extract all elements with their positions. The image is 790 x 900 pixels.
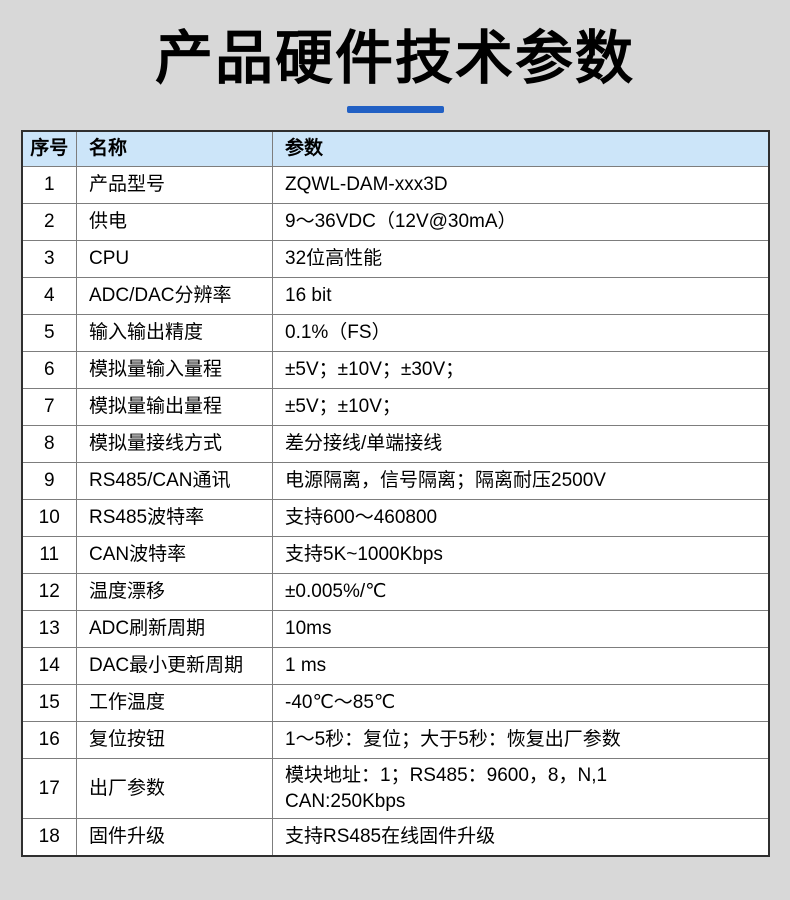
cell-name: 供电 [76,203,273,242]
cell-name: 模拟量输出量程 [76,388,273,427]
cell-param: ±0.005%/℃ [272,573,769,612]
cell-param: -40℃～85℃ [272,684,769,723]
cell-index: 10 [21,499,77,538]
table-row: 12 温度漂移 ±0.005%/℃ [21,573,769,612]
cell-index: 3 [21,240,77,279]
cell-param: 9～36VDC（12V@30mA） [272,203,769,242]
cell-param: ±5V；±10V；±30V； [272,351,769,390]
table-row: 1 产品型号 ZQWL-DAM-xxx3D [21,166,769,205]
table-row: 4 ADC/DAC分辨率 16 bit [21,277,769,316]
cell-index: 7 [21,388,77,427]
cell-name: 温度漂移 [76,573,273,612]
table-row: 7 模拟量输出量程 ±5V；±10V； [21,388,769,427]
cell-index: 17 [21,758,77,820]
table-row: 13 ADC刷新周期 10ms [21,610,769,649]
cell-name: CPU [76,240,273,279]
header-row: 序号 名称 参数 [21,130,769,168]
cell-index: 1 [21,166,77,205]
cell-index: 12 [21,573,77,612]
page-title: 产品硬件技术参数 [154,26,635,91]
cell-index: 8 [21,425,77,464]
cell-index: 13 [21,610,77,649]
cell-param: ±5V；±10V； [272,388,769,427]
cell-index: 4 [21,277,77,316]
column-header-index: 序号 [21,130,77,168]
table-row: 5 输入输出精度 0.1%（FS） [21,314,769,353]
cell-param: 差分接线/单端接线 [272,425,769,464]
cell-name: RS485/CAN通讯 [76,462,273,501]
cell-param: ZQWL-DAM-xxx3D [272,166,769,205]
table-row: 15 工作温度 -40℃～85℃ [21,684,769,723]
cell-index: 6 [21,351,77,390]
cell-param: 1～5秒：复位；大于5秒：恢复出厂参数 [272,721,769,760]
table-row: 17 出厂参数 模块地址：1；RS485：9600，8，N,1 CAN:250Kbp… [21,758,769,820]
cell-param: 支持5K~1000Kbps [272,536,769,575]
cell-param: 电源隔离，信号隔离；隔离耐压2500V [272,462,769,501]
cell-index: 11 [21,536,77,575]
cell-name: 固件升级 [76,818,273,857]
cell-name: ADC刷新周期 [76,610,273,649]
cell-name: DAC最小更新周期 [76,647,273,686]
table-row: 8 模拟量接线方式 差分接线/单端接线 [21,425,769,464]
table-row: 16 复位按钮 1～5秒：复位；大于5秒：恢复出厂参数 [21,721,769,760]
spec-table-head: 序号 名称 参数 [21,130,769,168]
cell-name: 工作温度 [76,684,273,723]
cell-name: 出厂参数 [76,758,273,820]
cell-name: 复位按钮 [76,721,273,760]
cell-param: 支持RS485在线固件升级 [272,818,769,857]
table-row: 6 模拟量输入量程 ±5V；±10V；±30V； [21,351,769,390]
table-row: 9 RS485/CAN通讯 电源隔离，信号隔离；隔离耐压2500V [21,462,769,501]
cell-param: 1 ms [272,647,769,686]
table-row: 14 DAC最小更新周期 1 ms [21,647,769,686]
cell-index: 5 [21,314,77,353]
table-row: 11 CAN波特率 支持5K~1000Kbps [21,536,769,575]
cell-index: 14 [21,647,77,686]
cell-name: RS485波特率 [76,499,273,538]
spec-table-body: 1 产品型号 ZQWL-DAM-xxx3D 2 供电 9～36VDC（12V@30mA） 3… [21,166,769,857]
cell-param: 10ms [272,610,769,649]
cell-index: 18 [21,818,77,857]
cell-index: 9 [21,462,77,501]
table-row: 10 RS485波特率 支持600～460800 [21,499,769,538]
cell-param: 支持600～460800 [272,499,769,538]
cell-name: ADC/DAC分辨率 [76,277,273,316]
cell-name: 模拟量输入量程 [76,351,273,390]
title-accent-bar [346,105,444,113]
cell-name: 输入输出精度 [76,314,273,353]
table-row: 3 CPU 32位高性能 [21,240,769,279]
column-header-name: 名称 [76,130,273,168]
cell-param: 32位高性能 [272,240,769,279]
cell-name: 产品型号 [76,166,273,205]
table-row: 18 固件升级 支持RS485在线固件升级 [21,818,769,857]
cell-name: 模拟量接线方式 [76,425,273,464]
spec-table: 序号 名称 参数 1 产品型号 ZQWL-DAM-xxx3D 2 供电 9～36VDC（12V… [20,129,770,857]
table-row: 2 供电 9～36VDC（12V@30mA） [21,203,769,242]
cell-name: CAN波特率 [76,536,273,575]
cell-param: 16 bit [272,277,769,316]
cell-param: 0.1%（FS） [272,314,769,353]
column-header-param: 参数 [272,130,769,168]
cell-index: 16 [21,721,77,760]
cell-index: 2 [21,203,77,242]
cell-index: 15 [21,684,77,723]
cell-param: 模块地址：1；RS485：9600，8，N,1 CAN:250Kbps [272,758,769,820]
